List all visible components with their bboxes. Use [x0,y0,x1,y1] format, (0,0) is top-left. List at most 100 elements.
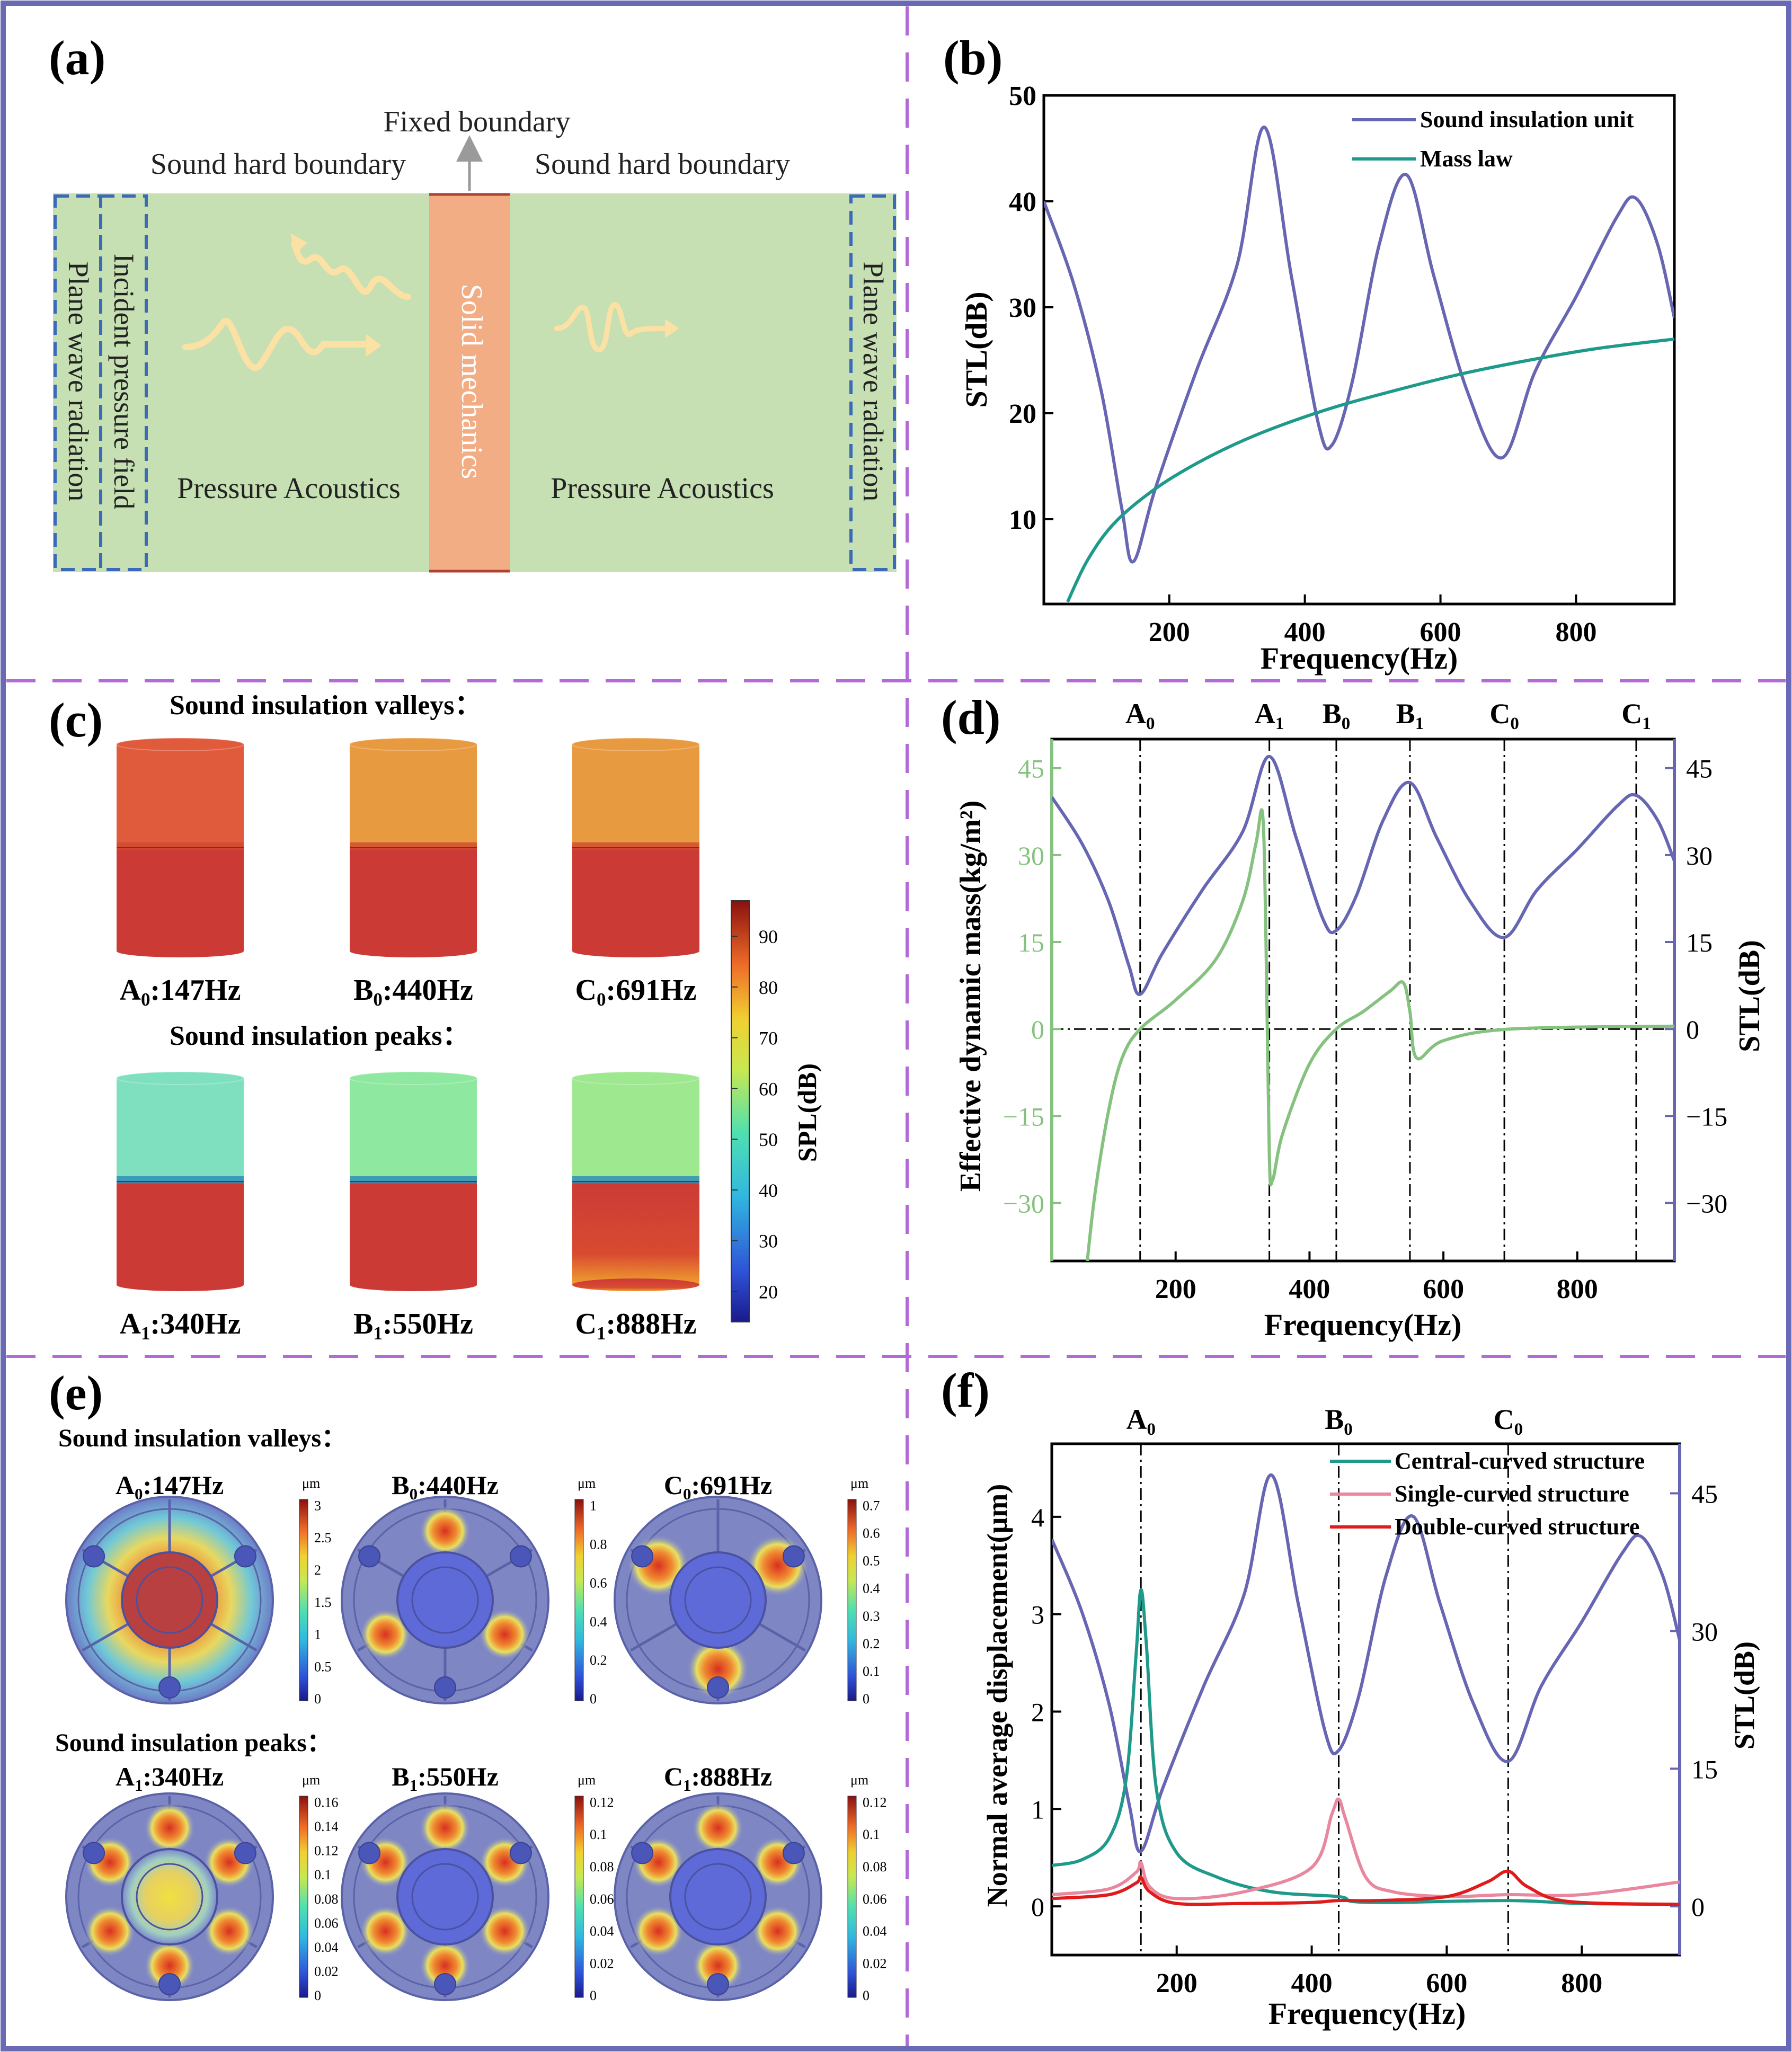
f-axis-ticks: 200 400 600 800 0 1 2 3 4 0 15 30 45 [1031,1444,1718,1998]
b-ytick-label: 40 [1009,187,1036,217]
f-ytick-left-label: 2 [1031,1697,1044,1727]
e-colorbar-tick: 0 [863,1691,870,1707]
f-ylabel-right: STL(dB) [1728,1641,1760,1749]
f-xtick-label: 800 [1561,1968,1602,1998]
d-ylabel: Effective dynamic mass(kg/m²) [954,801,987,1192]
e-colorbar-tick: 0 [590,1988,597,2003]
e-colorbar-tick: 0.06 [863,1891,887,1907]
f-xtick-label: 200 [1156,1968,1197,1998]
c-mode-caption: C1:888Hz [575,1308,696,1344]
c-valleys-title: Sound insulation valleys： [170,690,482,721]
incident-field-zone [99,194,148,571]
e-unit-label: μm [850,1476,868,1491]
e-disc [65,1792,274,2001]
e-mode-caption: B1:550Hz [392,1762,499,1795]
e-colorbar-tick: 0.7 [863,1498,880,1513]
d-mode-label: C0 [1489,698,1519,733]
e-colorbar-tick: 0.12 [590,1795,614,1810]
d-series-lines [1052,754,1674,1261]
acoustic-domain-right [510,193,897,572]
e-displacement-grid: A0:147Hz μm 3 2.5 2 1.5 1 0.5 0 B0:440Hz μm 1 0.8 0.6… [65,1470,887,2003]
f-mode-label: C0 [1494,1403,1523,1439]
d-xlabel: Frequency(Hz) [1264,1308,1462,1342]
spl-tick-label: 20 [759,1282,778,1303]
incident-field-label: Incident pressure field [108,254,140,510]
c-mode-caption: A1:340Hz [119,1308,241,1344]
e-colorbar-tick: 0.2 [590,1653,607,1668]
e-unit-label: μm [302,1772,320,1788]
reflected-wave-arrowhead [290,233,307,254]
transmitted-wave-icon [554,301,670,353]
plot-frame-d [1050,738,1676,1263]
e-colorbar-tick: 0 [314,1988,321,2003]
spl-tick-label: 50 [759,1129,778,1150]
e-colorbar-tick: 0.16 [314,1795,339,1810]
f-line-single-curved [1052,1797,1680,1900]
incident-wave-icon [182,318,374,371]
plane-wave-zone-right [849,194,896,571]
e-colorbar [299,1796,308,1998]
e-colorbar-tick: 0 [863,1988,870,2003]
spl-tick-label: 80 [759,977,778,998]
f-line-stl [1052,1473,1680,1853]
e-colorbar [299,1499,308,1701]
spl-tick-label: 90 [759,926,778,947]
pressure-acoustics-left-label: Pressure Acoustics [177,472,401,505]
plane-wave-left-label: Plane wave radiation [63,262,94,502]
panel-c-label: (c) [49,693,103,747]
e-colorbar-tick: 0.08 [314,1891,339,1907]
b-ytick-label: 20 [1009,399,1036,429]
d-mode-label: A1 [1255,698,1284,733]
b-xtick-label: 400 [1284,617,1326,647]
e-colorbar-tick: 1 [590,1498,597,1513]
f-legend: Central-curved structure Single-curved st… [1330,1448,1645,1540]
e-unit-label: μm [302,1476,320,1491]
f-ytick-left-label: 0 [1031,1892,1044,1922]
e-colorbar-tick: 0.08 [863,1859,887,1875]
d-mode-markers: A0 A1 B0 B1 C0 C1 [1052,698,1674,1261]
f-legend-entry: Double-curved structure [1395,1514,1639,1540]
e-colorbar-tick: 0.2 [863,1636,880,1651]
e-colorbar-tick: 0.08 [590,1859,614,1875]
e-colorbar-tick: 0.1 [590,1827,607,1842]
b-legend-unit: Sound insulation unit [1420,106,1634,132]
f-xtick-label: 400 [1291,1968,1333,1998]
e-colorbar-tick: 0 [590,1691,597,1707]
d-ytick-left-label: 45 [1018,754,1044,784]
panel-e-label: (e) [49,1366,103,1420]
d-ytick-right-label: −30 [1686,1189,1727,1219]
spl-tick-label: 60 [759,1078,778,1099]
e-disc [65,1496,274,1704]
e-colorbar-tick: 0.1 [863,1827,880,1842]
d-ytick-right-label: 30 [1686,841,1713,870]
c-cylinder [572,1071,700,1291]
c-mode-caption: C0:691Hz [575,974,696,1010]
e-mode-caption: B0:440Hz [392,1470,499,1503]
panel-c: (c) Sound insulation valleys： Sound insu… [49,690,822,1344]
e-colorbar-tick: 0.02 [314,1964,339,1979]
panel-b: (b) 200 400 600 800 10 20 30 40 50 Frequency(Hz)… [943,31,1676,676]
panel-e: (e) Sound insulation valleys： Sound insu… [49,1366,887,2003]
spl-colorbar [731,900,750,1322]
d-mode-label: B0 [1323,698,1351,733]
e-mode-caption: A1:340Hz [116,1762,224,1795]
e-disc [614,1496,822,1704]
b-line-sound-insulation-unit [1044,126,1674,564]
f-ytick-right-label: 45 [1691,1479,1718,1509]
f-ytick-left-label: 4 [1031,1503,1044,1532]
e-colorbar-tick: 0.5 [314,1659,332,1674]
e-colorbar-tick: 0.02 [590,1956,614,1971]
e-colorbar-tick: 0.04 [314,1940,339,1955]
c-cylinder [572,738,700,957]
e-mode-caption: A0:147Hz [116,1470,224,1503]
f-mode-label: A0 [1126,1403,1156,1439]
panel-b-label: (b) [943,31,1003,85]
d-line-effective-mass [1086,808,1674,1261]
d-ytick-right-label: 45 [1686,754,1713,784]
f-line-double-curved [1052,1869,1680,1906]
f-ytick-right-label: 30 [1691,1616,1718,1646]
b-legend-mass: Mass law [1420,146,1513,172]
d-xtick-label: 400 [1289,1274,1330,1304]
e-disc [341,1496,549,1704]
